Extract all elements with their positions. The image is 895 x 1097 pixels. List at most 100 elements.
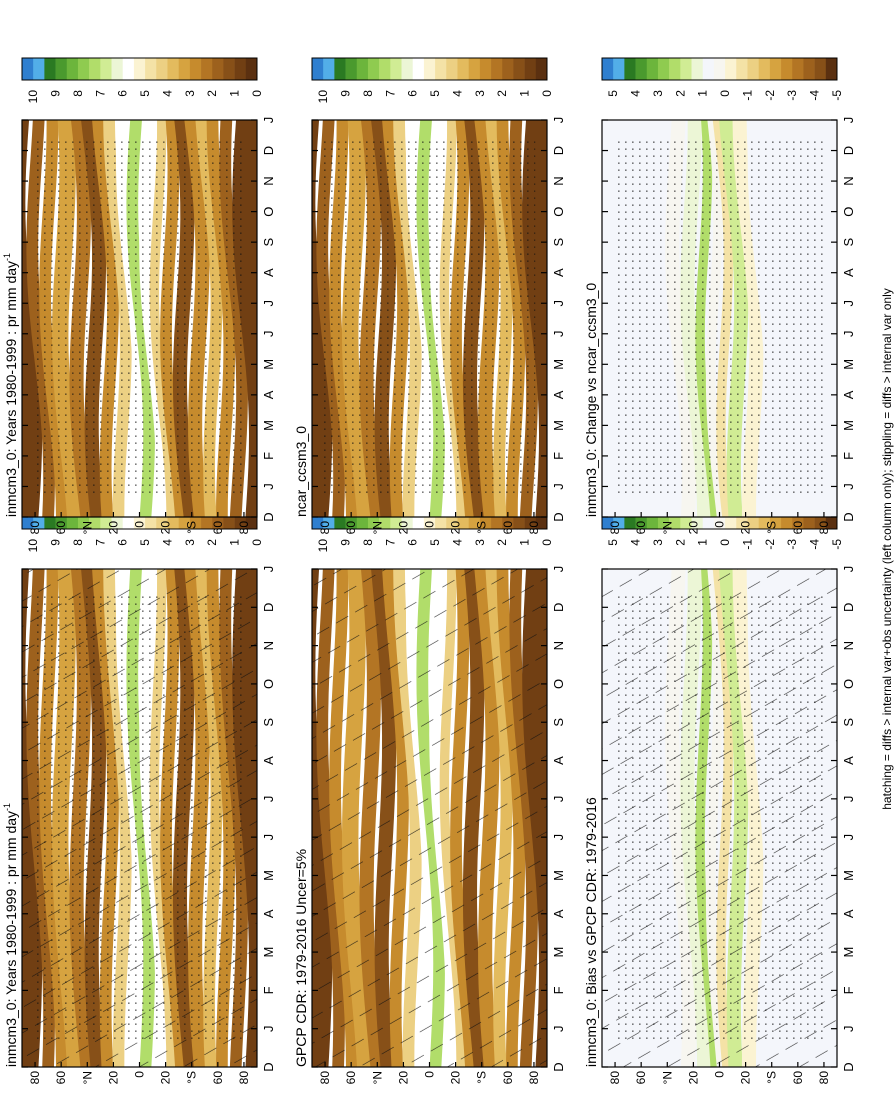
colorbar-swatch: [535, 58, 548, 80]
month-tick-label: D: [261, 603, 276, 612]
colorbar-label: 4: [160, 90, 174, 97]
lat-tick-label: 20: [396, 1071, 410, 1085]
colorbar-swatch: [234, 58, 247, 80]
colorbar-swatch: [702, 58, 715, 80]
month-tick-label: J: [261, 483, 276, 490]
lat-tick-label: °N: [660, 1071, 674, 1084]
month-tick-label: D: [551, 1062, 566, 1071]
month-tick-label: D: [551, 512, 566, 521]
month-tick-label: M: [551, 870, 566, 881]
colorbar-label: 8: [361, 90, 375, 97]
month-tick-label: F: [261, 986, 276, 994]
colorbar-label: 0: [250, 539, 264, 546]
month-tick-label: S: [841, 718, 856, 727]
colorbar-swatch: [167, 58, 179, 80]
colorbar: 10 9 8 7 6 5 4 3 2 1 0: [311, 57, 554, 103]
month-tick-label: M: [551, 947, 566, 958]
colorbar-label: 2: [495, 539, 509, 546]
colorbar-label: 2: [205, 539, 219, 546]
colorbar-swatch: [66, 58, 79, 80]
colorbar-swatch: [145, 58, 157, 80]
colorbar-swatch: [769, 58, 782, 80]
colorbar-label: 8: [71, 539, 85, 546]
colorbar-swatch: [435, 58, 447, 80]
month-tick-label: J: [841, 331, 856, 338]
lat-tick-label: °N: [80, 1071, 94, 1084]
month-tick-label: N: [551, 176, 566, 185]
colorbar-swatch: [491, 58, 503, 80]
lat-tick-label: 0: [423, 1071, 437, 1078]
panel-title: GPCP CDR: 1979-2016 Uncer=5%: [293, 849, 309, 1067]
lat-tick-label: 60: [501, 1071, 515, 1085]
month-tick-label: A: [551, 909, 566, 918]
lat-tick-label: 60: [344, 521, 358, 535]
colorbar-label: 5: [138, 539, 152, 546]
lat-tick-label: °S: [765, 521, 779, 534]
month-tick-label: O: [261, 679, 276, 689]
month-tick-label: J: [261, 796, 276, 803]
lat-tick-label: °S: [475, 1071, 489, 1084]
month-tick-label: J: [841, 117, 856, 124]
month-tick-label: A: [261, 909, 276, 918]
month-tick-label: J: [261, 1025, 276, 1032]
month-tick-label: D: [261, 146, 276, 155]
month-tick-label: N: [841, 641, 856, 650]
colorbar-swatch: [334, 58, 346, 80]
colorbar-label: 4: [450, 90, 464, 97]
month-tick-label: N: [841, 176, 856, 185]
colorbar-label: 6: [406, 539, 420, 546]
panel-title: inmcm3_0: Change vs ncar_ccsm3_0: [583, 283, 599, 517]
colorbar-swatch: [524, 58, 537, 80]
panel-field: [602, 569, 837, 1067]
colorbar-label: 9: [49, 539, 63, 546]
month-tick-label: O: [551, 207, 566, 217]
colorbar-frame: [311, 57, 548, 81]
month-tick-label: J: [551, 796, 566, 803]
stippling-overlay: [33, 139, 246, 498]
panel-field: [22, 120, 257, 517]
lat-tick-label: 80: [608, 1071, 622, 1085]
colorbar-swatch: [803, 58, 815, 80]
panel-title-superscript: -1: [2, 253, 12, 261]
month-tick-label: O: [261, 207, 276, 217]
colorbar-label: -3: [785, 539, 799, 550]
colorbar-label: 4: [450, 539, 464, 546]
colorbar-label: 0: [540, 539, 554, 546]
panel-title: inmcm3_0: Years 1980-1999 : pr mm day-1: [2, 803, 19, 1067]
month-tick-label: M: [841, 359, 856, 370]
colorbar-swatch: [446, 58, 458, 80]
colorbar-label: 4: [629, 539, 643, 546]
lat-tick-label: 0: [133, 1071, 147, 1078]
colorbar-swatch: [657, 58, 670, 80]
lat-tick-label: 80: [28, 521, 42, 535]
colorbar-swatch: [624, 58, 636, 80]
month-tick-label: M: [841, 870, 856, 881]
colorbar-label: -2: [763, 539, 777, 550]
colorbar-swatch: [100, 58, 112, 80]
month-tick-label: A: [841, 390, 856, 399]
panel-obs: GPCP CDR: 1979-2016 Uncer=5% D J F M A M J J A S O N…: [293, 506, 566, 1085]
panel-field: [312, 120, 547, 517]
colorbar-label: 1: [518, 90, 532, 97]
colorbar-label: 3: [473, 539, 487, 546]
colorbar-label: 2: [495, 90, 509, 97]
colorbar-swatch: [133, 58, 146, 80]
month-tick-label: O: [841, 679, 856, 689]
colorbar-swatch: [323, 58, 335, 80]
colorbar-swatch: [245, 58, 258, 80]
colorbar-label: 8: [361, 539, 375, 546]
colorbar-label: 7: [383, 539, 397, 546]
lat-tick-label: 60: [501, 521, 515, 535]
panel-change: inmcm3_0: Change vs ncar_ccsm3_0 D J F M A M J J…: [583, 57, 856, 534]
month-tick-label: A: [261, 390, 276, 399]
lat-tick-label: 60: [54, 1071, 68, 1085]
lat-tick-label: °S: [475, 521, 489, 534]
stippling-overlay: [613, 139, 826, 498]
month-tick-label: N: [551, 641, 566, 650]
colorbar-label: 4: [629, 90, 643, 97]
lat-tick-label: °S: [765, 1071, 779, 1084]
month-tick-label: J: [261, 566, 276, 573]
panel-bias: inmcm3_0: Bias vs GPCP CDR: 1979-2016 D J F…: [583, 506, 856, 1085]
